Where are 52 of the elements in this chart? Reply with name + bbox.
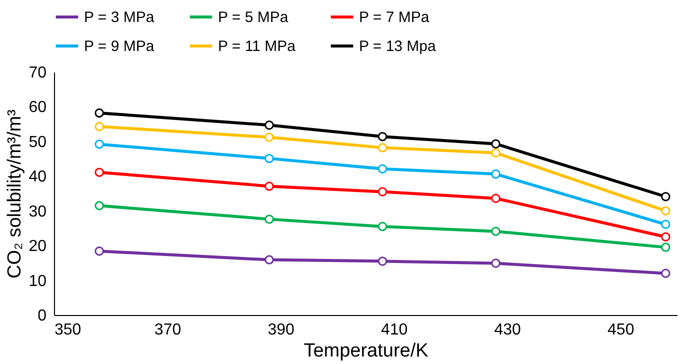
x-tick-label: 450 <box>608 322 634 338</box>
point <box>661 242 670 252</box>
legend-label: P = 9 MPa <box>84 38 155 55</box>
point <box>94 168 104 177</box>
point <box>491 169 500 179</box>
x-tick-label: 390 <box>268 322 294 338</box>
point <box>378 256 388 266</box>
y-tick-label: 40 <box>28 168 47 186</box>
point <box>491 194 500 203</box>
point <box>661 192 670 202</box>
point <box>264 154 274 164</box>
x-tick-label: 370 <box>154 322 182 338</box>
legend-label: P = 7 MPa <box>359 9 430 26</box>
point <box>378 143 388 152</box>
point <box>378 187 388 196</box>
point <box>378 164 388 174</box>
point <box>661 206 670 216</box>
y-tick-label: 0 <box>38 308 47 324</box>
point <box>94 246 104 256</box>
point <box>94 108 104 118</box>
point <box>264 120 274 130</box>
y-tick-label: 60 <box>28 99 47 116</box>
x-tick-label: 430 <box>494 322 522 338</box>
point <box>491 258 500 268</box>
y-tick-label: 10 <box>28 272 47 290</box>
legend-label: P = 13 Mpa <box>359 38 437 55</box>
point <box>264 182 274 191</box>
point <box>378 222 388 232</box>
point <box>94 201 104 210</box>
y-axis-title: CO₂ solubility/m³/m³ <box>4 110 26 278</box>
x-tick-label: 410 <box>380 322 408 338</box>
legend-label: P = 3 MPa <box>84 9 155 26</box>
point <box>491 139 500 148</box>
y-tick-label: 30 <box>28 203 47 220</box>
x-tick-label: 350 <box>54 322 82 338</box>
point <box>264 132 274 142</box>
point <box>661 220 670 230</box>
x-axis-title: Temperature/K <box>304 340 429 362</box>
point <box>378 132 388 142</box>
y-tick-label: 50 <box>28 134 47 151</box>
y-tick-label: 70 <box>28 64 47 82</box>
point <box>661 268 670 278</box>
point <box>661 232 670 242</box>
point <box>94 122 104 132</box>
legend-label: P = 5 MPa <box>218 9 289 26</box>
point <box>491 226 500 236</box>
point <box>264 214 274 224</box>
point <box>94 140 104 149</box>
point <box>264 255 274 264</box>
y-tick-label: 20 <box>28 238 47 256</box>
point <box>491 148 500 158</box>
legend-label: P = 11 MPa <box>218 38 296 55</box>
